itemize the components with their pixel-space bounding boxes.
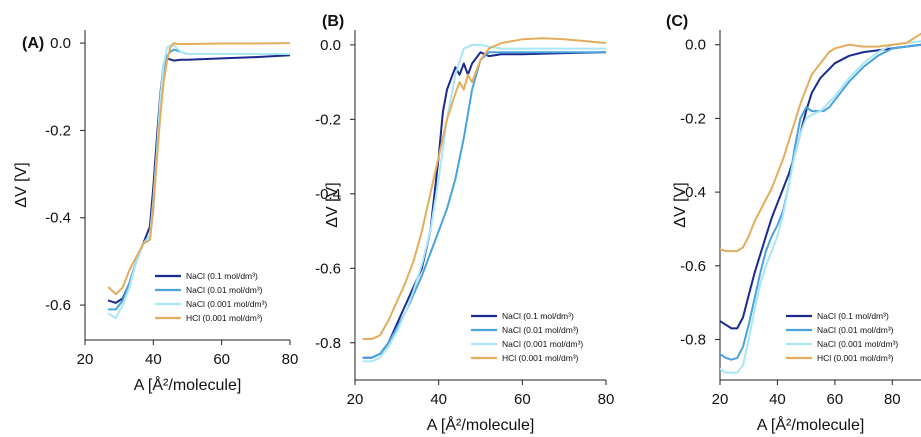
chart-panel-3: 20 40 60 80 0.0 -0.2 -0.4 -0.6 -0.8 A [Å²/molecul… [666, 13, 921, 434]
series-group [362, 37, 606, 363]
panel-label: (C) [666, 13, 688, 30]
x-tick-label: 60 [827, 391, 844, 408]
legend-label: HCl (0.001 mol/dm³) [817, 353, 894, 363]
panel-label: (B) [322, 13, 344, 30]
x-tick-label: 80 [884, 391, 901, 408]
legend-label: NaCl (0.1 mol/dm³) [817, 311, 889, 321]
series-line-4 [107, 42, 290, 296]
y-tick-label: 0.0 [50, 35, 71, 52]
y-tick-label: -0.6 [680, 258, 706, 275]
y-tick-label: -0.8 [315, 335, 341, 352]
legend-label: NaCl (0.1 mol/dm³) [502, 311, 574, 321]
series-line-1 [362, 51, 606, 359]
series-line-4 [362, 37, 606, 340]
legend-label: HCl (0.001 mol/dm³) [502, 353, 579, 363]
x-tick-label: 20 [712, 391, 729, 408]
series-line-3 [107, 44, 290, 320]
series-line-3 [720, 40, 921, 374]
legend-label: NaCl (0.01 mol/dm³) [186, 285, 263, 295]
legend: NaCl (0.1 mol/dm³) NaCl (0.01 mol/dm³) NaC… [471, 311, 583, 363]
y-tick-label: -0.2 [315, 111, 341, 128]
x-tick-label: 60 [213, 351, 230, 368]
x-tick-label: 40 [145, 351, 162, 368]
panel-label: (A) [22, 35, 44, 52]
chart-panel-2: 20 40 60 80 0.0 -0.2 -0.4 -0.6 -0.8 A [Å²/molecul… [315, 13, 614, 434]
x-axis-title: A [Å²/molecule] [757, 415, 865, 434]
y-tick-label: -0.6 [45, 297, 71, 314]
series-line-3 [362, 43, 606, 363]
x-tick-label: 40 [769, 391, 786, 408]
legend-label: NaCl (0.001 mol/dm³) [502, 339, 583, 349]
y-axis-title: ΔV [V] [13, 162, 30, 207]
y-tick-label: -0.4 [315, 186, 341, 203]
series-group [720, 32, 921, 374]
series-line-4 [720, 32, 921, 253]
legend-label: NaCl (0.1 mol/dm³) [186, 271, 258, 281]
series-line-1 [720, 43, 921, 330]
legend-label: NaCl (0.01 mol/dm³) [502, 325, 579, 335]
series-line-2 [362, 51, 606, 359]
x-axis-title: A [Å²/molecule] [427, 415, 535, 434]
y-tick-label: -0.8 [680, 331, 706, 348]
y-tick-label: -0.4 [680, 184, 706, 201]
legend-label: HCl (0.001 mol/dm³) [186, 313, 263, 323]
legend-label: NaCl (0.001 mol/dm³) [817, 339, 898, 349]
legend-label: NaCl (0.001 mol/dm³) [186, 299, 267, 309]
x-tick-label: 80 [282, 351, 299, 368]
y-tick-label: -0.2 [45, 122, 71, 139]
y-tick-label: -0.4 [45, 210, 71, 227]
legend-label: NaCl (0.01 mol/dm³) [817, 325, 894, 335]
y-tick-label: -0.6 [315, 260, 341, 277]
series-group [107, 42, 290, 320]
y-tick-label: -0.2 [680, 110, 706, 127]
legend: NaCl (0.1 mol/dm³) NaCl (0.01 mol/dm³) NaC… [786, 311, 898, 363]
y-tick-label: 0.0 [685, 37, 706, 54]
legend: NaCl (0.1 mol/dm³) NaCl (0.01 mol/dm³) NaC… [155, 271, 267, 323]
x-tick-label: 20 [347, 391, 364, 408]
x-tick-label: 40 [430, 391, 447, 408]
x-axis-title: A [Å²/molecule] [134, 375, 242, 394]
y-axis-title: ΔV [V] [324, 182, 341, 227]
chart-panel-1: 20 40 60 80 0.0 -0.2 -0.4 -0.6 A [Å²/molecule] ΔV… [13, 30, 298, 394]
x-tick-label: 60 [514, 391, 531, 408]
y-axis-title: ΔV [V] [672, 182, 689, 227]
x-tick-label: 80 [598, 391, 615, 408]
x-tick-label: 20 [77, 351, 94, 368]
y-tick-label: 0.0 [320, 37, 341, 54]
